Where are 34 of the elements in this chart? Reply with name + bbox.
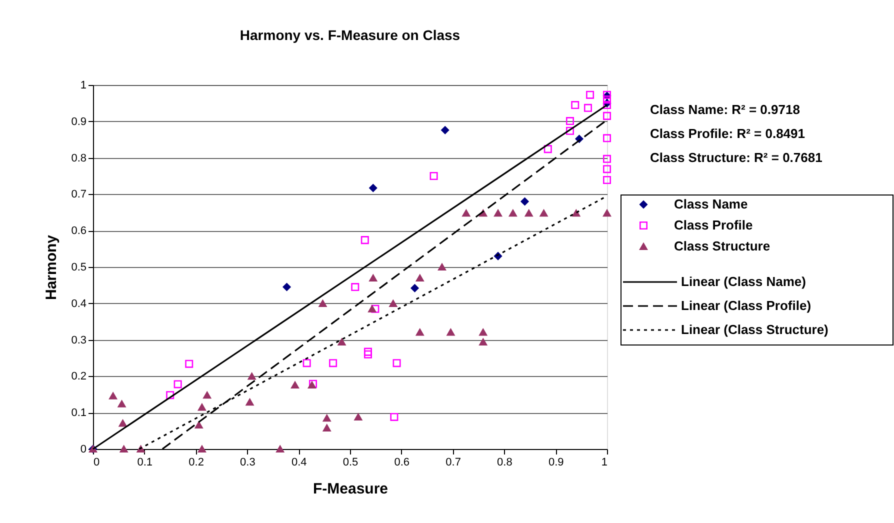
text: Class Profile: R² = 0.8491 (650, 126, 805, 141)
x-tick-label: 0.1 (137, 456, 153, 468)
y-tick-label: 1 (80, 80, 86, 92)
x-tick-label: 0.5 (342, 456, 358, 468)
legend-label: Class Structure (674, 238, 770, 254)
x-tick-label: 0.8 (497, 456, 512, 468)
y-tick-label: 0.1 (71, 407, 86, 420)
x-tick-label: 0.6 (394, 456, 410, 468)
y-tick-label: 0.5 (71, 262, 86, 274)
y-tick-label: 0.2 (71, 370, 86, 383)
text: Class Structure: R² = 0.7681 (650, 150, 822, 165)
x-tick-label: 0.3 (240, 456, 256, 468)
y-tick-label: 0.6 (71, 225, 86, 238)
legend-label: Linear (Class Profile) (681, 298, 812, 313)
x-tick-label: 1 (601, 456, 608, 468)
legend-label: Linear (Class Name) (681, 274, 806, 289)
legend-label: Class Name (674, 196, 748, 212)
x-tick-label: 0.4 (291, 456, 307, 468)
x-tick-label: 0.9 (548, 456, 564, 468)
text: Class Name: R² = 0.9718 (650, 102, 800, 117)
y-tick-label: 0 (80, 444, 86, 456)
legend-label: Class Profile (674, 218, 753, 232)
y-tick-label: 0.4 (71, 298, 86, 310)
x-tick-label: 0.2 (188, 456, 204, 468)
y-tick-label: 0.8 (71, 152, 86, 164)
x-tick-label: 0.7 (446, 456, 461, 468)
chart-title: Harmony vs. F-Measure on Class (240, 27, 460, 43)
y-tick-label: 0.9 (71, 116, 86, 128)
x-axis-title: F-Measure (312, 480, 388, 498)
y-tick-label: 0.3 (71, 334, 86, 346)
legend-label: Linear (Class Structure) (681, 322, 828, 337)
y-tick-label: 0.7 (71, 188, 86, 201)
y-axis-title: Harmony (43, 234, 60, 300)
x-tick-label: 0 (94, 456, 100, 468)
